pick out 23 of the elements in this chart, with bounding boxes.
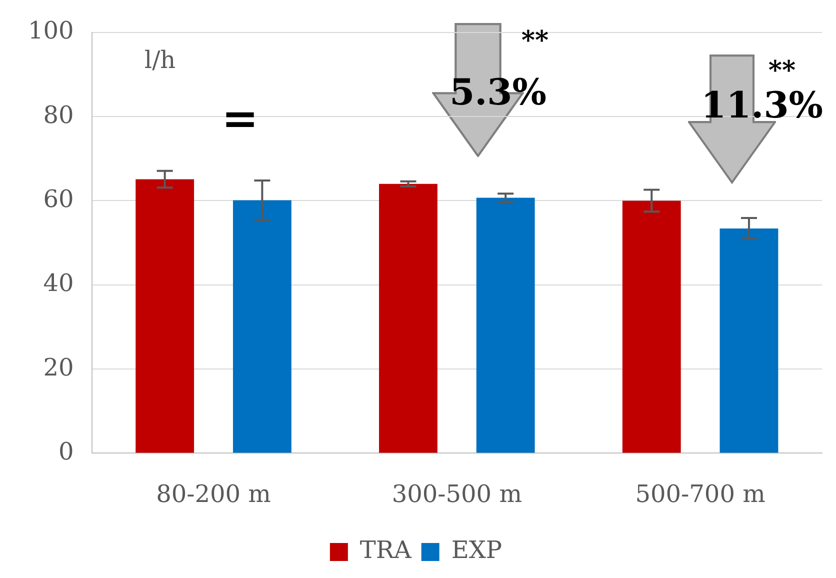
x-tick-label: 80-200 m [156, 480, 272, 508]
y-tick-label: 80 [43, 100, 74, 129]
bar [622, 200, 681, 453]
bar [136, 179, 194, 453]
bar [232, 200, 292, 453]
legend-label: TRA [360, 536, 412, 564]
y-tick-label: 40 [43, 269, 74, 298]
y-tick-label: 0 [58, 437, 74, 466]
annotation: ** [521, 26, 549, 56]
y-tick-label: 20 [43, 353, 74, 382]
annotation: 11.3% [701, 84, 823, 126]
bar [476, 198, 535, 453]
y-tick-label: 100 [28, 16, 74, 45]
annotation: ** [768, 56, 796, 86]
annotation: l/h [144, 46, 176, 74]
annotation: 5.3% [450, 71, 546, 114]
bar [379, 184, 438, 453]
y-tick-label: 60 [43, 184, 74, 213]
annotation: = [222, 93, 258, 144]
x-tick-label: 300-500 m [392, 480, 522, 508]
x-tick-label: 500-700 m [635, 480, 766, 508]
legend-label: EXP [451, 536, 502, 564]
bar [720, 228, 778, 453]
